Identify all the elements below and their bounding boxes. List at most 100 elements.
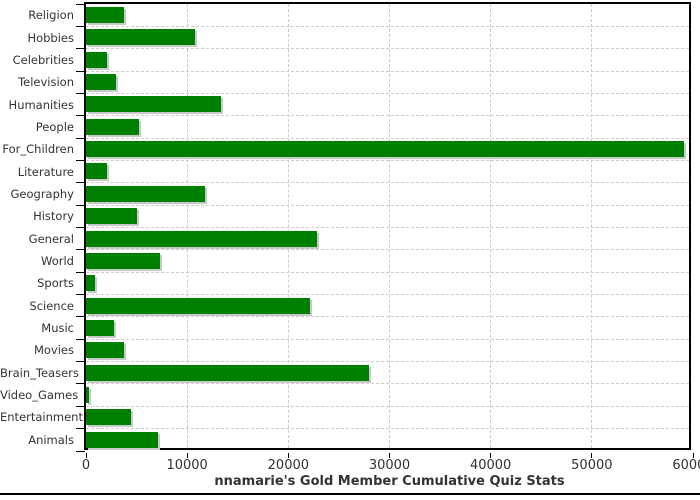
y-axis-tick	[76, 428, 85, 430]
bar-celebrities	[86, 51, 108, 68]
y-axis-tick	[76, 159, 85, 161]
x-axis-tick	[591, 453, 593, 458]
y-tick-label-humanities: Humanities	[8, 97, 74, 112]
y-tick-label-entertainment: Entertainment	[0, 410, 83, 425]
bar-geography	[86, 185, 206, 202]
y-axis-tick	[76, 3, 85, 5]
bar-for_children	[86, 141, 684, 158]
bar-entertainment	[86, 409, 131, 426]
x-axis-tick	[85, 453, 87, 458]
bar-music	[86, 319, 114, 336]
horizontal-gridline	[86, 338, 689, 340]
bar-general	[86, 230, 317, 247]
horizontal-gridline	[86, 361, 689, 363]
horizontal-gridline	[86, 159, 689, 161]
y-tick-label-animals: Animals	[28, 432, 74, 447]
x-tick-label-10000: 10000	[166, 458, 208, 473]
x-tick-label-20000: 20000	[267, 458, 310, 473]
horizontal-gridline	[86, 249, 689, 251]
y-tick-label-television: Television	[18, 75, 74, 90]
x-tick-label-50000: 50000	[571, 458, 613, 473]
horizontal-gridline	[86, 204, 689, 206]
y-tick-label-brain_teasers: Brain_Teasers	[0, 365, 79, 380]
bar-literature	[86, 163, 108, 180]
y-axis-tick	[76, 271, 85, 273]
y-axis-tick	[76, 450, 85, 452]
y-axis-tick	[76, 316, 85, 318]
horizontal-gridline	[86, 294, 689, 296]
x-tick-label-40000: 40000	[469, 458, 512, 473]
horizontal-gridline	[86, 227, 689, 228]
y-axis-tick	[76, 48, 85, 50]
y-axis-tick	[76, 70, 85, 72]
horizontal-gridline	[86, 48, 689, 50]
y-axis-tick	[76, 249, 85, 251]
bar-humanities	[86, 96, 221, 113]
y-tick-label-celebrities: Celebrities	[12, 52, 74, 67]
y-axis-tick	[76, 405, 85, 407]
horizontal-gridline	[86, 70, 689, 72]
y-axis-tick	[76, 204, 85, 206]
y-tick-label-world: World	[41, 254, 74, 269]
bar-world	[86, 252, 160, 269]
bar-sports	[86, 275, 95, 292]
x-axis-tick	[490, 453, 492, 458]
y-axis-tick	[76, 115, 85, 117]
horizontal-gridline	[86, 92, 689, 94]
x-axis-tick	[186, 453, 188, 458]
y-tick-label-literature: Literature	[17, 164, 74, 179]
y-tick-label-geography: Geography	[10, 186, 75, 201]
horizontal-gridline	[86, 182, 689, 184]
y-tick-label-people: People	[35, 119, 74, 134]
horizontal-gridline	[86, 428, 689, 430]
y-axis-tick	[76, 25, 85, 27]
y-tick-label-sports: Sports	[37, 276, 74, 291]
horizontal-gridline	[86, 115, 689, 117]
vertical-gridline	[591, 4, 593, 448]
y-axis-tick	[76, 294, 85, 296]
bar-animals	[86, 431, 159, 448]
bar-video_games	[86, 386, 89, 403]
bottom-divider-line	[0, 493, 700, 495]
bar-movies	[86, 342, 124, 359]
plot-area	[84, 2, 691, 450]
y-axis-tick	[76, 338, 85, 340]
horizontal-gridline	[86, 316, 689, 318]
y-axis-tick	[76, 383, 85, 385]
bar-people	[86, 118, 140, 135]
y-axis-tick	[76, 361, 85, 363]
bar-television	[86, 74, 117, 91]
y-tick-label-movies: Movies	[33, 343, 74, 358]
x-tick-label-0: 0	[81, 458, 91, 473]
vertical-gridline	[490, 4, 492, 448]
horizontal-gridline	[86, 25, 689, 27]
y-axis-tick	[76, 137, 85, 139]
y-tick-label-for_children: For_Children	[2, 142, 74, 157]
x-axis-tick	[287, 453, 289, 458]
y-tick-label-music: Music	[41, 321, 74, 336]
bar-religion	[86, 7, 125, 23]
bar-brain_teasers	[86, 364, 370, 381]
x-tick-label-30000: 30000	[368, 458, 411, 473]
y-tick-label-history: History	[33, 209, 74, 224]
chart-title: nnamarie's Gold Member Cumulative Quiz S…	[214, 474, 565, 489]
vertical-gridline	[287, 4, 289, 448]
x-axis-tick	[389, 453, 390, 458]
vertical-gridline	[186, 4, 188, 448]
horizontal-gridline	[86, 271, 689, 273]
y-axis-tick	[76, 182, 85, 184]
y-axis-tick	[76, 92, 85, 94]
y-axis-tick	[76, 227, 85, 228]
y-tick-label-video_games: Video_Games	[0, 388, 79, 403]
horizontal-gridline	[86, 137, 689, 139]
y-tick-label-hobbies: Hobbies	[27, 30, 74, 45]
horizontal-gridline	[86, 383, 689, 385]
bar-history	[86, 208, 138, 225]
y-tick-label-religion: Religion	[28, 8, 74, 23]
y-tick-label-science: Science	[29, 298, 74, 313]
y-tick-label-general: General	[28, 231, 74, 246]
x-axis-tick	[692, 453, 694, 458]
horizontal-gridline	[86, 405, 689, 407]
x-tick-label-60000: 60000	[672, 458, 700, 473]
